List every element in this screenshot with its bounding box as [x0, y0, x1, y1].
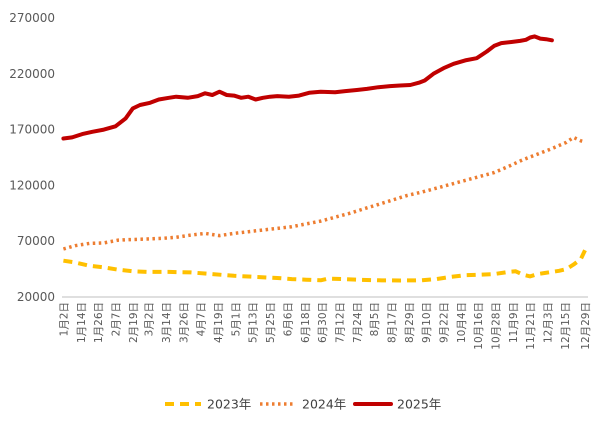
- x-tick-label: 11月9日: [508, 302, 520, 343]
- legend-label-2: 2024年: [302, 397, 346, 412]
- legend-label-1: 2023年: [207, 397, 251, 412]
- x-tick-label: 10月28日: [491, 302, 503, 350]
- x-tick-label: 1月2日: [58, 302, 70, 336]
- x-tick-label: 2月7日: [110, 302, 122, 336]
- y-tick-label: 70000: [17, 234, 55, 248]
- x-tick-label: 8月29日: [404, 302, 416, 343]
- x-tick-label: 7月12日: [334, 302, 346, 343]
- x-tick-label: 3月2日: [144, 302, 156, 336]
- x-tick-label: 11月21日: [525, 302, 537, 350]
- x-tick-label: 8月17日: [386, 302, 398, 343]
- x-tick-label: 5月25日: [265, 302, 277, 343]
- x-tick-label: 9月10日: [421, 302, 433, 343]
- x-axis: 1月2日 1月14日 1月26日 2月7日 2月19日 3月2日 3月14日 3月26日 4月7…: [58, 302, 592, 350]
- series-line-1: [63, 249, 587, 283]
- legend: 2023年 2024年 2025年: [165, 397, 441, 412]
- y-axis: 20000 70000 120000 170000 220000 270000: [9, 11, 55, 304]
- series-line-2: [62, 135, 586, 251]
- x-tick-label: 4月19日: [213, 302, 225, 343]
- y-tick-label: 20000: [17, 290, 55, 304]
- x-tick-label: 5月1日: [230, 302, 242, 336]
- x-tick-label: 12月3日: [543, 302, 555, 343]
- y-tick-label: 120000: [9, 178, 55, 192]
- series-group: [61, 34, 587, 283]
- y-tick-label: 220000: [9, 67, 55, 81]
- x-tick-label: 3月26日: [178, 302, 190, 343]
- x-tick-label: 8月5日: [369, 302, 381, 336]
- x-tick-label: 2月19日: [128, 302, 140, 343]
- x-tick-label: 10月16日: [473, 302, 485, 350]
- x-tick-label: 12月15日: [560, 302, 572, 350]
- series-line-3: [61, 34, 554, 141]
- x-tick-label: 6月18日: [300, 302, 312, 343]
- y-tick-label: 270000: [9, 11, 55, 25]
- x-tick-label: 1月14日: [76, 302, 88, 343]
- x-tick-label: 1月26日: [93, 302, 105, 343]
- x-tick-label: 10月4日: [456, 302, 468, 343]
- x-tick-label: 6月6日: [282, 302, 294, 336]
- x-tick-label: 12月29日: [580, 302, 592, 350]
- x-tick-label: 3月14日: [161, 302, 173, 343]
- x-tick-label: 4月7日: [196, 302, 208, 336]
- y-tick-label: 170000: [9, 123, 55, 137]
- x-tick-label: 7月24日: [352, 302, 364, 343]
- x-tick-label: 9月22日: [438, 302, 450, 343]
- legend-label-3: 2025年: [397, 397, 441, 412]
- x-tick-label: 5月13日: [248, 302, 260, 343]
- x-tick-label: 6月30日: [317, 302, 329, 343]
